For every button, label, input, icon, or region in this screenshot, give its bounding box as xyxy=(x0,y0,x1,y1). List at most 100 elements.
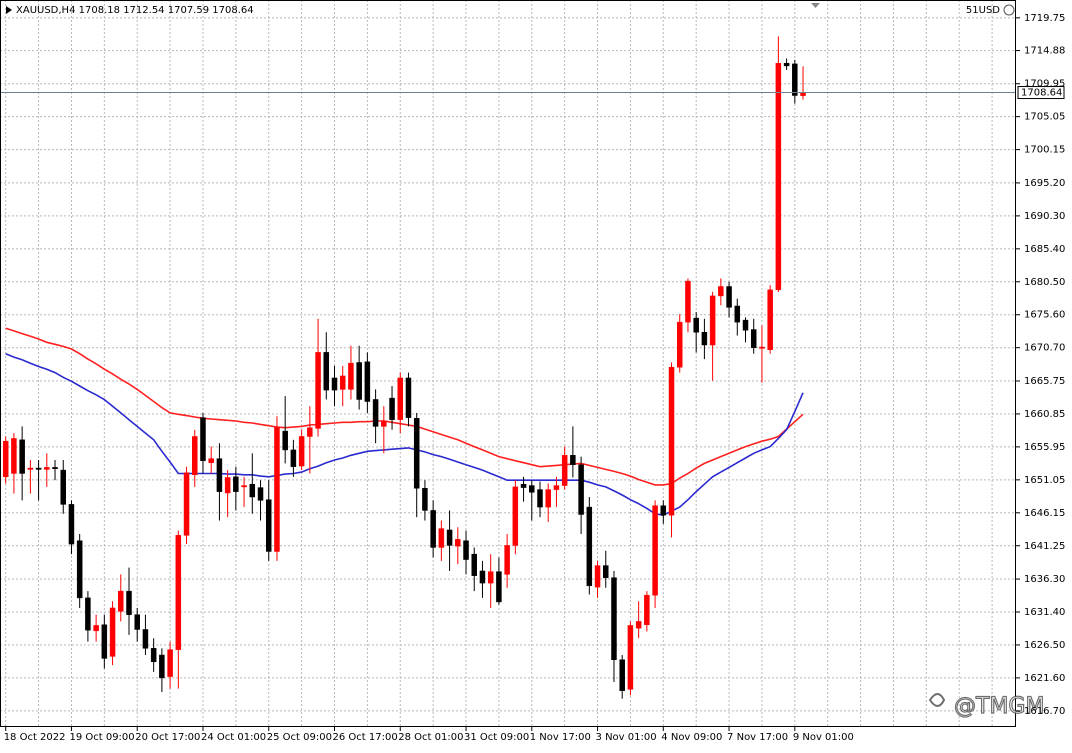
candle-body xyxy=(315,352,321,429)
y-tick-label: 1665.75 xyxy=(1024,376,1065,387)
y-tick-label: 1655.95 xyxy=(1024,442,1065,453)
candle-body xyxy=(430,510,436,548)
candle-body xyxy=(529,485,535,493)
candle-body xyxy=(76,540,83,599)
candle-body xyxy=(265,499,272,552)
candle-body xyxy=(734,305,741,323)
candle-body xyxy=(290,449,297,467)
candle-body xyxy=(792,63,798,96)
y-tick-label: 1690.30 xyxy=(1024,211,1065,222)
candle-body xyxy=(676,321,683,368)
y-tick-label: 1660.85 xyxy=(1024,409,1065,420)
y-tick-label: 1705.05 xyxy=(1024,112,1065,123)
candle-body xyxy=(2,440,9,478)
candle-body xyxy=(520,483,527,488)
candle-body xyxy=(150,648,157,663)
candle-body xyxy=(668,366,675,516)
candle-body xyxy=(372,399,379,427)
candle-body xyxy=(561,455,568,486)
candle-body xyxy=(660,505,667,516)
price-label: 1708.64 xyxy=(1021,88,1062,99)
candle-body xyxy=(11,438,17,474)
y-tick-label: 1651.05 xyxy=(1024,475,1065,486)
candle-body xyxy=(553,485,560,490)
y-tick-label: 1709.95 xyxy=(1024,79,1065,90)
y-tick-label: 1680.50 xyxy=(1024,277,1065,288)
candle-body xyxy=(718,286,724,297)
candle-body xyxy=(742,319,749,331)
watermark-group: @TMGM xyxy=(928,693,1045,720)
candle-body xyxy=(405,377,412,418)
y-tick-label: 1714.88 xyxy=(1024,46,1065,57)
candle-body xyxy=(257,487,264,501)
candle-body xyxy=(652,505,658,596)
x-tick-label: 1 Nov 17:00 xyxy=(530,732,591,743)
candle-body xyxy=(249,483,256,498)
candle-body xyxy=(35,467,42,470)
last-low: 1707.59 xyxy=(168,5,209,16)
candle-body xyxy=(463,540,469,560)
candle-body xyxy=(52,467,58,470)
header: XAUUSD,H4 1708.18 1712.54 1707.59 1708.6… xyxy=(16,5,254,16)
y-tick-label: 1685.40 xyxy=(1024,244,1065,255)
candle-body xyxy=(438,528,445,548)
candle-body xyxy=(701,331,708,346)
candle-body xyxy=(60,469,66,505)
candle-body xyxy=(307,427,313,437)
candle-body xyxy=(27,467,34,470)
candle-body xyxy=(101,624,108,659)
candle-body xyxy=(537,489,543,508)
candle-body xyxy=(644,594,650,626)
candle-body xyxy=(471,553,477,576)
candle-body xyxy=(479,570,486,584)
x-tick-label: 9 Nov 01:00 xyxy=(793,732,854,743)
y-tick-label: 1646.15 xyxy=(1024,508,1065,519)
candle-body xyxy=(512,486,519,546)
x-tick-label: 18 Oct 2022 xyxy=(4,732,66,743)
candle-body xyxy=(200,417,206,461)
candle-body xyxy=(487,571,494,584)
candle-body xyxy=(685,280,691,323)
y-tick-label: 1675.60 xyxy=(1024,310,1065,321)
y-tick-label: 1641.25 xyxy=(1024,541,1065,552)
watermark-icon xyxy=(928,693,946,707)
candle-body xyxy=(413,418,420,489)
y-tick-label: 1616.70 xyxy=(1024,706,1065,717)
y-tick-label: 1626.50 xyxy=(1024,640,1065,651)
candle-body xyxy=(142,629,149,649)
candle-body xyxy=(611,577,617,660)
candle-body xyxy=(159,654,165,679)
candle-body xyxy=(208,458,214,463)
candle-body xyxy=(635,621,642,629)
candle-body xyxy=(126,590,132,615)
candle-body xyxy=(389,397,395,420)
candle-body xyxy=(233,476,239,492)
shift-marker xyxy=(811,3,820,8)
candle-body xyxy=(109,607,116,657)
candle-body xyxy=(274,427,280,552)
candle-body xyxy=(726,286,732,308)
candle-body xyxy=(192,436,198,476)
plot-frame xyxy=(0,0,1016,727)
candle-body xyxy=(118,590,124,612)
candle-body xyxy=(545,489,551,508)
last-open: 1708.18 xyxy=(79,5,120,16)
candle-body xyxy=(44,467,50,470)
symbol-icon xyxy=(6,6,12,14)
candle-body xyxy=(397,377,404,420)
y-tick-label: 1719.75 xyxy=(1024,13,1065,24)
candle-body xyxy=(241,485,247,488)
candle-body xyxy=(323,352,330,391)
y-tick-label: 1700.15 xyxy=(1024,145,1065,156)
x-tick-label: 20 Oct 17:00 xyxy=(135,732,200,743)
candle-body xyxy=(446,529,453,546)
corner-icon xyxy=(1003,4,1015,16)
candle-body xyxy=(767,289,773,350)
candle-body xyxy=(578,464,584,515)
candle-body xyxy=(19,439,25,474)
candle-body xyxy=(586,506,593,587)
candle-body xyxy=(298,436,305,467)
candle-body xyxy=(570,455,576,465)
y-tick-label: 1695.20 xyxy=(1024,178,1065,189)
